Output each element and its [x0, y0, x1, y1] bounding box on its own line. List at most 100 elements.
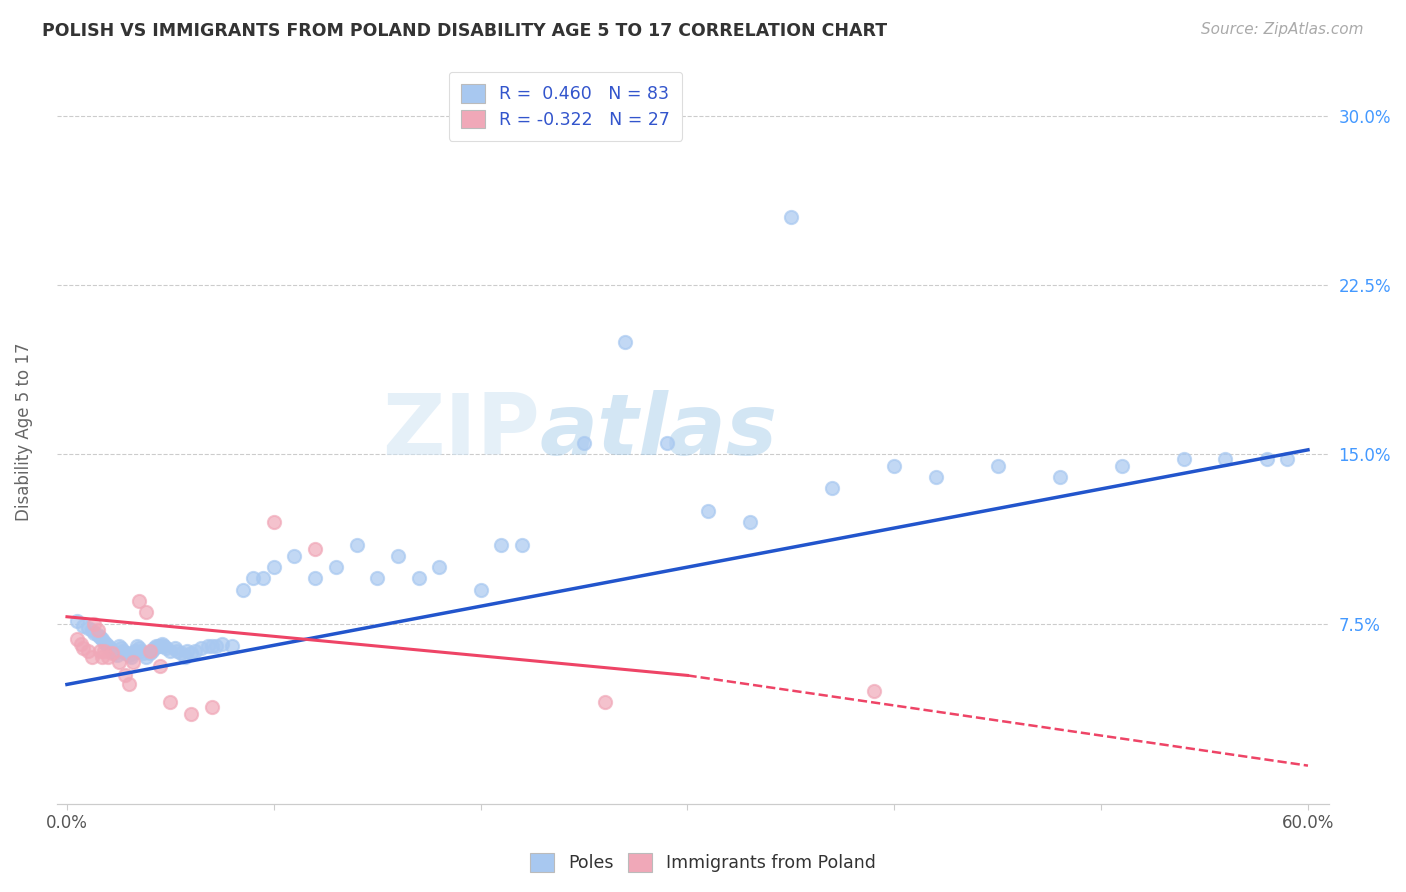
Point — [180, 706, 202, 721]
Point — [83, 625, 105, 640]
Point — [427, 560, 450, 574]
Point — [263, 560, 285, 574]
Point — [614, 334, 637, 349]
Point — [201, 639, 224, 653]
Point — [128, 641, 150, 656]
Point — [76, 621, 98, 635]
Point — [176, 643, 198, 657]
Point — [1277, 451, 1299, 466]
Point — [66, 614, 89, 628]
Point — [221, 639, 243, 653]
Point — [107, 639, 129, 653]
Point — [76, 643, 98, 657]
Point — [987, 458, 1010, 473]
Point — [470, 582, 492, 597]
Point — [408, 571, 430, 585]
Point — [738, 515, 761, 529]
Point — [1111, 458, 1133, 473]
Point — [1213, 451, 1236, 466]
Point — [87, 628, 110, 642]
Point — [131, 643, 153, 657]
Point — [510, 538, 533, 552]
Point — [138, 646, 160, 660]
Point — [91, 632, 114, 647]
Point — [135, 650, 157, 665]
Point — [105, 648, 128, 662]
Point — [97, 650, 120, 665]
Point — [128, 594, 150, 608]
Point — [135, 605, 157, 619]
Point — [87, 624, 110, 638]
Point — [180, 646, 202, 660]
Point — [325, 560, 347, 574]
Text: ZIP: ZIP — [382, 391, 540, 474]
Point — [159, 696, 181, 710]
Point — [100, 641, 122, 656]
Point — [153, 639, 176, 653]
Point — [141, 643, 163, 657]
Point — [924, 470, 946, 484]
Point — [184, 643, 207, 657]
Point — [122, 655, 145, 669]
Point — [101, 646, 124, 660]
Point — [304, 542, 326, 557]
Point — [211, 637, 233, 651]
Point — [150, 637, 173, 651]
Point — [232, 582, 254, 597]
Point — [138, 643, 160, 657]
Point — [655, 436, 678, 450]
Point — [107, 655, 129, 669]
Point — [1049, 470, 1071, 484]
Point — [862, 684, 884, 698]
Point — [366, 571, 388, 585]
Point — [190, 641, 212, 656]
Point — [110, 641, 132, 656]
Point — [115, 646, 138, 660]
Y-axis label: Disability Age 5 to 17: Disability Age 5 to 17 — [15, 343, 32, 521]
Point — [111, 643, 134, 657]
Point — [101, 643, 124, 657]
Point — [96, 637, 118, 651]
Point — [205, 639, 228, 653]
Point — [263, 515, 285, 529]
Point — [149, 639, 172, 653]
Point — [697, 504, 720, 518]
Point — [89, 630, 111, 644]
Point — [201, 700, 224, 714]
Point — [124, 643, 146, 657]
Point — [127, 639, 149, 653]
Point — [155, 641, 177, 656]
Legend: R =  0.460   N = 83, R = -0.322   N = 27: R = 0.460 N = 83, R = -0.322 N = 27 — [449, 72, 682, 141]
Point — [118, 677, 141, 691]
Point — [145, 639, 167, 653]
Point — [166, 643, 188, 657]
Point — [72, 641, 94, 656]
Point — [83, 616, 105, 631]
Point — [304, 571, 326, 585]
Point — [93, 634, 115, 648]
Point — [242, 571, 264, 585]
Point — [197, 639, 219, 653]
Point — [118, 648, 141, 662]
Point — [163, 641, 186, 656]
Point — [72, 619, 94, 633]
Point — [89, 643, 111, 657]
Text: atlas: atlas — [540, 391, 778, 474]
Point — [1256, 451, 1278, 466]
Point — [173, 650, 195, 665]
Point — [491, 538, 513, 552]
Text: Source: ZipAtlas.com: Source: ZipAtlas.com — [1201, 22, 1364, 37]
Point — [1173, 451, 1195, 466]
Point — [821, 481, 844, 495]
Text: POLISH VS IMMIGRANTS FROM POLAND DISABILITY AGE 5 TO 17 CORRELATION CHART: POLISH VS IMMIGRANTS FROM POLAND DISABIL… — [42, 22, 887, 40]
Point — [170, 646, 193, 660]
Point — [114, 646, 136, 660]
Point — [387, 549, 409, 563]
Point — [91, 650, 114, 665]
Point — [120, 650, 142, 665]
Point — [149, 659, 172, 673]
Point — [114, 668, 136, 682]
Point — [97, 639, 120, 653]
Point — [80, 650, 103, 665]
Point — [70, 637, 93, 651]
